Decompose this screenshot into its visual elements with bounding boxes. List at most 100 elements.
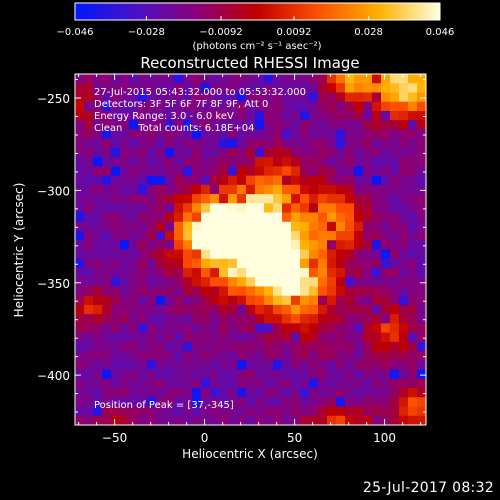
heatmap-cell xyxy=(210,157,220,167)
heatmap-cell xyxy=(111,157,121,167)
heatmap-cell xyxy=(264,138,274,149)
heatmap-cell xyxy=(165,388,175,398)
heatmap-cell xyxy=(129,332,139,343)
heatmap-cell xyxy=(138,425,148,435)
heatmap-cell xyxy=(156,221,166,232)
heatmap-cell xyxy=(336,351,346,361)
heatmap-cell xyxy=(237,92,247,103)
heatmap-cell xyxy=(327,304,337,315)
heatmap-cell xyxy=(399,147,409,158)
heatmap-cell xyxy=(102,286,112,297)
heatmap-cell xyxy=(390,157,400,167)
heatmap-cell xyxy=(93,369,103,380)
heatmap-cell xyxy=(147,286,157,297)
heatmap-cell xyxy=(237,240,247,251)
heatmap-cell xyxy=(318,194,328,204)
heatmap-cell xyxy=(381,332,391,343)
heatmap-cell xyxy=(291,369,301,380)
heatmap-cell xyxy=(129,286,139,297)
heatmap-cell xyxy=(327,240,337,251)
heatmap-cell xyxy=(318,110,328,121)
heatmap-cell xyxy=(246,304,256,315)
heatmap-cell xyxy=(201,157,211,167)
heatmap-cell xyxy=(282,110,292,121)
heatmap-cell xyxy=(282,147,292,158)
heatmap-cell xyxy=(129,175,139,186)
heatmap-cell xyxy=(147,221,157,232)
heatmap-cell xyxy=(120,129,130,140)
heatmap-cell xyxy=(363,83,373,94)
heatmap-cell xyxy=(354,304,364,315)
heatmap-cell xyxy=(327,351,337,361)
heatmap-cell xyxy=(300,157,310,167)
heatmap-cell xyxy=(318,360,328,371)
heatmap-cell xyxy=(120,101,130,112)
heatmap-cell xyxy=(327,277,337,288)
heatmap-cell xyxy=(201,120,211,131)
heatmap-cell xyxy=(426,111,436,121)
heatmap-cell xyxy=(336,120,346,131)
heatmap-cell xyxy=(138,129,148,140)
heatmap-cell xyxy=(228,304,238,315)
heatmap-cell xyxy=(408,129,418,140)
heatmap-cell xyxy=(417,425,427,435)
heatmap-cell xyxy=(318,277,328,288)
heatmap-cell xyxy=(192,360,202,371)
heatmap-cell xyxy=(417,175,426,186)
heatmap-cell xyxy=(282,415,292,425)
heatmap-cell xyxy=(192,341,202,352)
heatmap-cell xyxy=(120,110,130,121)
heatmap-cell xyxy=(210,304,220,315)
heatmap-cell xyxy=(228,415,238,425)
heatmap-cell xyxy=(120,157,130,167)
heatmap-cell xyxy=(390,129,400,140)
heatmap-cell xyxy=(120,203,130,214)
heatmap-cell xyxy=(219,184,229,195)
heatmap-cell xyxy=(318,221,328,232)
heatmap-cell xyxy=(300,314,310,324)
heatmap-cell xyxy=(192,184,202,195)
heatmap-cell xyxy=(372,351,382,361)
heatmap-cell xyxy=(291,110,301,121)
heatmap-cell xyxy=(102,166,112,177)
heatmap-cell xyxy=(138,221,148,232)
heatmap-cell xyxy=(93,277,103,288)
heatmap-cell xyxy=(228,341,238,352)
heatmap-cell xyxy=(309,314,319,324)
heatmap-cell xyxy=(156,369,166,380)
heatmap-cell xyxy=(129,92,139,103)
heatmap-cell xyxy=(210,92,220,103)
heatmap-cell xyxy=(219,295,229,306)
heatmap-cell xyxy=(327,184,337,195)
heatmap-cell xyxy=(381,369,391,380)
heatmap-cell xyxy=(300,166,310,177)
heatmap-cell xyxy=(363,92,373,103)
heatmap-cell xyxy=(327,369,337,380)
heatmap-cell xyxy=(417,129,426,140)
heatmap-cell xyxy=(291,212,301,223)
heatmap-cell xyxy=(255,110,265,121)
heatmap-cell xyxy=(291,203,301,214)
heatmap-cell xyxy=(120,369,130,380)
heatmap-cell xyxy=(93,286,103,297)
heatmap-cell xyxy=(183,267,193,278)
heatmap-cell xyxy=(408,221,418,232)
heatmap-cell xyxy=(255,388,265,398)
heatmap-cell xyxy=(291,175,301,186)
heatmap-cell xyxy=(372,221,382,232)
heatmap-cell xyxy=(138,323,148,334)
heatmap-cell xyxy=(156,212,166,223)
heatmap-cell xyxy=(138,157,148,167)
heatmap-cell xyxy=(291,74,301,84)
heatmap-cell xyxy=(399,341,409,352)
heatmap-cell xyxy=(318,295,328,306)
heatmap-cell xyxy=(93,184,103,195)
heatmap-cell xyxy=(129,203,139,214)
heatmap-cell xyxy=(237,388,247,398)
heatmap-cell xyxy=(417,203,426,214)
heatmap-cell xyxy=(183,304,193,315)
heatmap-cell xyxy=(219,147,229,158)
heatmap-cell xyxy=(273,120,283,131)
heatmap-cell xyxy=(201,92,211,103)
heatmap-cell xyxy=(372,332,382,343)
